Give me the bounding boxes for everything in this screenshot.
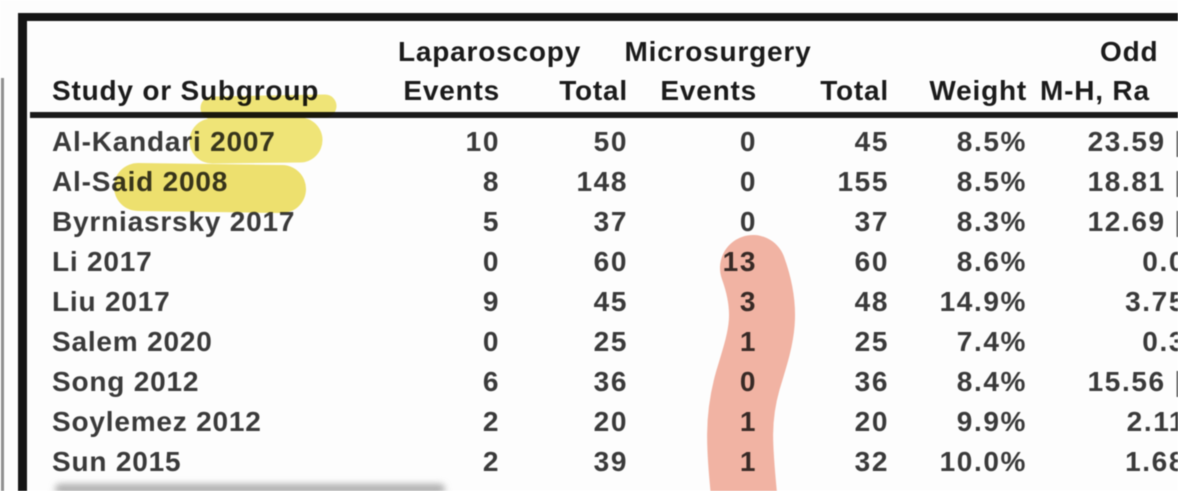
column-header-weight: Weight [929,75,1027,106]
odds-ratio-cell: 0.0 [1142,246,1178,277]
microsurgery-events-cell: 0 [739,166,757,197]
laparoscopy-events-cell: 0 [482,246,500,277]
table-row: Li 2017 0 60 13 60 8.6% 0.0 [0,242,1178,282]
group-header-laparoscopy: Laparoscopy [398,36,582,67]
odds-ratio-cell: 15.56 [ [1087,366,1178,397]
column-header-study-or-subgroup: Study or Subgroup [52,75,320,106]
weight-cell: 14.9% [939,286,1027,317]
table-row: Salem 2020 0 25 1 25 7.4% 0.3 [0,322,1178,362]
odds-ratio-cell: 0.3 [1142,326,1178,357]
study-cell: Al-Said 2008 [52,166,229,197]
laparoscopy-total-cell: 37 [593,206,628,237]
laparoscopy-total-cell: 36 [593,366,628,397]
study-cell: Byrniasrsky 2017 [52,206,296,237]
microsurgery-events-cell: 0 [739,126,757,157]
group-header-microsurgery: Microsurgery [624,36,812,67]
study-cell: Al-Kandari 2007 [52,126,276,157]
laparoscopy-total-cell: 50 [593,126,628,157]
table-top-border [18,13,1178,21]
table-body: Al-Kandari 2007 10 50 0 45 8.5% 23.59 [ … [0,122,1178,482]
table-row: Song 2012 6 36 0 36 8.4% 15.56 [ [0,362,1178,402]
laparoscopy-total-cell: 148 [576,166,628,197]
study-cell: Soylemez 2012 [52,406,262,437]
microsurgery-events-cell: 1 [739,446,757,477]
laparoscopy-events-cell: 8 [482,166,500,197]
odds-ratio-cell: 18.81 [ [1087,166,1178,197]
microsurgery-total-cell: 60 [854,246,889,277]
odds-ratio-cell: 1.68 [1125,446,1178,477]
table-row: Byrniasrsky 2017 5 37 0 37 8.3% 12.69 [ [0,202,1178,242]
table-row: Al-Said 2008 8 148 0 155 8.5% 18.81 [ [0,162,1178,202]
microsurgery-total-cell: 25 [854,326,889,357]
laparoscopy-events-cell: 9 [482,286,500,317]
column-header-laparoscopy-total: Total [559,75,628,106]
microsurgery-total-cell: 37 [854,206,889,237]
odds-ratio-cell: 12.69 [ [1087,206,1178,237]
microsurgery-events-cell: 1 [739,406,757,437]
microsurgery-total-cell: 155 [837,166,889,197]
table-row: Soylemez 2012 2 20 1 20 9.9% 2.11 [0,402,1178,442]
microsurgery-total-cell: 20 [854,406,889,437]
study-cell: Li 2017 [52,246,153,277]
weight-cell: 8.5% [956,166,1027,197]
laparoscopy-events-cell: 2 [482,406,500,437]
weight-cell: 8.4% [956,366,1027,397]
column-header-mh-random-truncated: M-H, Ra [1040,75,1150,106]
study-cell: Salem 2020 [52,326,213,357]
laparoscopy-events-cell: 0 [482,326,500,357]
header-underline-rule [30,112,1178,118]
laparoscopy-total-cell: 45 [593,286,628,317]
laparoscopy-total-cell: 25 [593,326,628,357]
cut-off-next-row-smudge [55,484,445,491]
study-cell: Sun 2015 [52,446,182,477]
odds-ratio-cell: 3.75 [1125,286,1178,317]
laparoscopy-events-cell: 6 [482,366,500,397]
laparoscopy-events-cell: 10 [465,126,500,157]
weight-cell: 8.5% [956,126,1027,157]
weight-cell: 7.4% [956,326,1027,357]
weight-cell: 8.6% [956,246,1027,277]
microsurgery-total-cell: 48 [854,286,889,317]
study-cell: Song 2012 [52,366,200,397]
odds-ratio-cell: 23.59 [ [1087,126,1178,157]
laparoscopy-events-cell: 5 [482,206,500,237]
microsurgery-total-cell: 36 [854,366,889,397]
study-cell: Liu 2017 [52,286,171,317]
microsurgery-total-cell: 32 [854,446,889,477]
odds-ratio-cell: 2.11 [1126,406,1178,437]
weight-cell: 10.0% [939,446,1027,477]
laparoscopy-total-cell: 20 [593,406,628,437]
table-row: Sun 2015 2 39 1 32 10.0% 1.68 [0,442,1178,482]
microsurgery-total-cell: 45 [854,126,889,157]
weight-cell: 9.9% [956,406,1027,437]
microsurgery-events-cell: 3 [739,286,757,317]
left-screen-edge-line [1,78,4,491]
table-row: Al-Kandari 2007 10 50 0 45 8.5% 23.59 [ [0,122,1178,162]
column-header-microsurgery-total: Total [820,75,889,106]
group-header-odds-ratio-truncated: Odd [1100,36,1159,67]
laparoscopy-events-cell: 2 [482,446,500,477]
microsurgery-events-cell: 0 [739,206,757,237]
laparoscopy-total-cell: 60 [593,246,628,277]
laparoscopy-total-cell: 39 [593,446,628,477]
microsurgery-events-cell: 13 [722,246,757,277]
table-row: Liu 2017 9 45 3 48 14.9% 3.75 [0,282,1178,322]
microsurgery-events-cell: 1 [739,326,757,357]
column-header-microsurgery-events: Events [660,75,757,106]
weight-cell: 8.3% [956,206,1027,237]
table-left-border [18,13,27,491]
microsurgery-events-cell: 0 [739,366,757,397]
column-header-laparoscopy-events: Events [403,75,500,106]
